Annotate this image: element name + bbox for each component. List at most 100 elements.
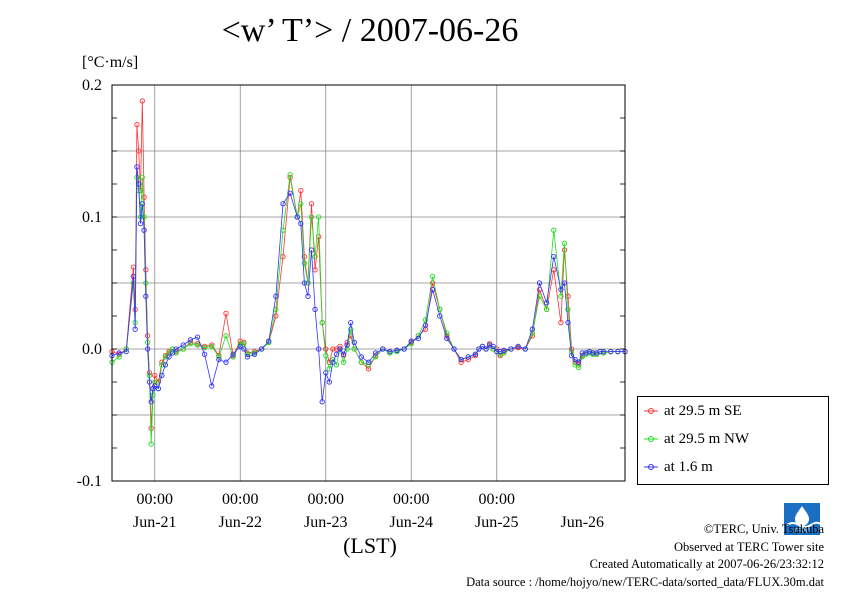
- data-point: [298, 187, 304, 194]
- data-point: [348, 319, 354, 326]
- data-point: [422, 322, 429, 328]
- data-point: [561, 280, 568, 286]
- data-point: [494, 348, 500, 355]
- data-point: [230, 351, 236, 357]
- data-point: [137, 220, 144, 227]
- data-point: [116, 350, 122, 356]
- data-point: [287, 190, 293, 196]
- legend-marker-se: [644, 408, 658, 414]
- data-point: [348, 326, 354, 332]
- data-point: [287, 172, 293, 178]
- data-point: [551, 253, 557, 260]
- data-point: [266, 338, 272, 344]
- data-point: [305, 293, 311, 299]
- data-point: [476, 346, 482, 352]
- data-point: [315, 346, 322, 352]
- data-point: [590, 350, 596, 356]
- data-point: [319, 399, 325, 405]
- y-tick-label: 0.1: [82, 209, 102, 226]
- x-tick-label: 00:00: [137, 491, 173, 508]
- x-axis-unit: (LST): [343, 533, 397, 558]
- data-point: [515, 343, 521, 350]
- data-point: [144, 346, 151, 352]
- legend-item-nw: at 29.5 m NW: [644, 429, 749, 449]
- data-point: [483, 346, 489, 352]
- data-point: [444, 330, 450, 336]
- data-point: [615, 348, 621, 355]
- data-point: [333, 351, 340, 357]
- series-1: [109, 98, 628, 431]
- data-point: [244, 354, 251, 360]
- data-point: [237, 343, 243, 350]
- data-point: [141, 227, 147, 233]
- data-point: [223, 359, 229, 365]
- data-point: [444, 335, 450, 342]
- data-point: [136, 148, 142, 154]
- data-point: [387, 348, 393, 355]
- legend-item-low: at 1.6 m: [644, 457, 713, 477]
- x-tick-label: 00:00: [393, 491, 429, 508]
- data-point: [558, 286, 564, 293]
- data-point: [543, 300, 550, 306]
- x-day-label: Jun-24: [389, 514, 433, 531]
- credits: ©TERC, Univ. Tsukuba Observed at TERC To…: [466, 521, 824, 591]
- data-point: [600, 348, 607, 355]
- data-point: [209, 383, 215, 389]
- data-point: [187, 337, 194, 343]
- data-point: [223, 333, 229, 339]
- data-point: [326, 379, 332, 385]
- data-point: [437, 313, 443, 319]
- data-point: [134, 164, 140, 170]
- data-point: [579, 350, 585, 356]
- y-tick-label: 0.0: [82, 341, 102, 358]
- chart-title: <w’ T’> / 2007-06-26: [221, 12, 519, 49]
- data-point: [148, 441, 154, 447]
- legend-item-se: at 29.5 m SE: [644, 401, 742, 421]
- data-point: [365, 359, 372, 365]
- data-point: [597, 348, 603, 355]
- data-point: [408, 338, 414, 344]
- data-point: [155, 385, 161, 392]
- series-3: [109, 164, 628, 405]
- data-point: [401, 346, 407, 352]
- data-point: [139, 201, 145, 207]
- x-day-label: Jun-22: [218, 514, 262, 531]
- data-point: [543, 306, 550, 313]
- data-point: [323, 346, 329, 352]
- data-point: [162, 362, 169, 368]
- data-point: [351, 339, 357, 346]
- data-point: [223, 310, 229, 317]
- data-point: [141, 214, 147, 220]
- x-day-label: Jun-26: [560, 514, 604, 531]
- data-point: [451, 346, 457, 352]
- data-point: [280, 201, 286, 207]
- data-point: [216, 356, 222, 363]
- data-point: [572, 356, 578, 363]
- data-point: [351, 346, 357, 352]
- data-point: [429, 280, 436, 286]
- data-point: [465, 356, 471, 363]
- credit-created: Created Automatically at 2007-06-26/23:3…: [589, 557, 824, 571]
- data-point: [415, 335, 422, 342]
- data-point: [394, 347, 400, 353]
- x-day-label: Jun-21: [133, 514, 177, 531]
- data-point: [305, 280, 311, 286]
- data-point: [358, 354, 365, 360]
- data-point: [330, 346, 336, 352]
- data-point: [568, 352, 575, 359]
- data-point: [315, 234, 322, 240]
- data-point: [429, 273, 436, 280]
- data-point: [139, 98, 145, 104]
- data-point: [241, 346, 247, 352]
- data-point: [136, 181, 142, 187]
- data-point: [479, 343, 486, 350]
- legend-marker-low: [644, 464, 658, 470]
- data-point: [308, 214, 315, 220]
- data-point: [294, 214, 300, 220]
- x-day-label: Jun-23: [304, 514, 348, 531]
- data-point: [465, 354, 471, 360]
- data-point: [194, 342, 201, 348]
- data-point: [146, 379, 153, 385]
- plot-frame: [111, 84, 626, 482]
- data-point: [298, 220, 304, 227]
